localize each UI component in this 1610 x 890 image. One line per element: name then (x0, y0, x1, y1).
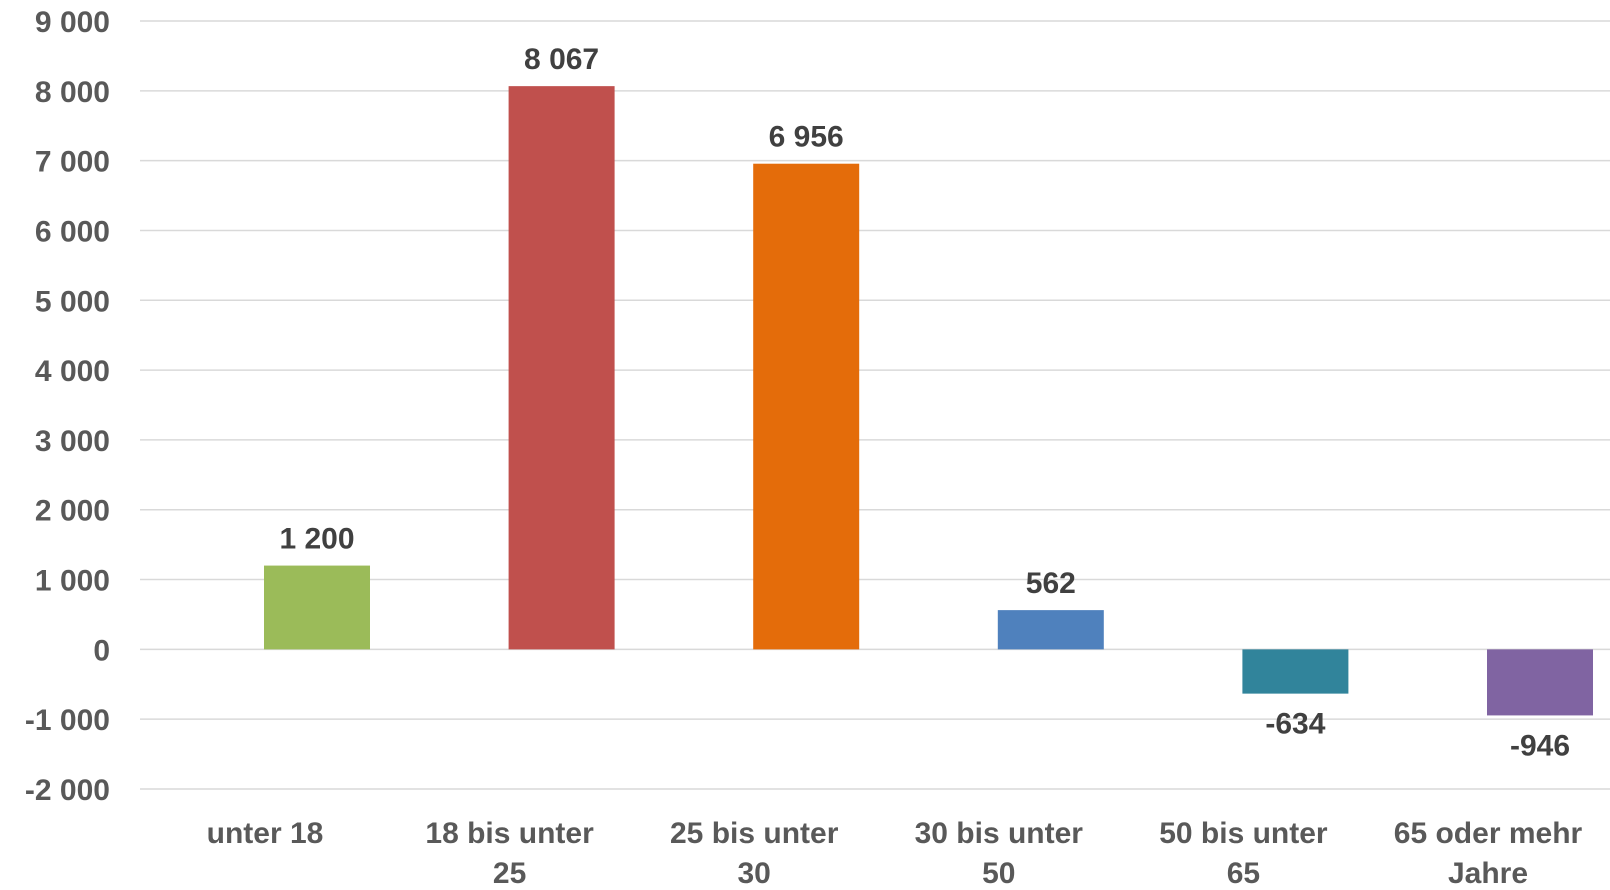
y-tick-label: 5 000 (35, 285, 110, 318)
bar (997, 610, 1104, 650)
x-tick-label: 65 (1227, 857, 1260, 890)
x-tick-label: 30 (738, 857, 771, 890)
y-tick-label: 7 000 (35, 146, 110, 179)
bar (1242, 649, 1349, 694)
x-tick-label: 18 bis unter (425, 817, 594, 850)
y-tick-label: 0 (93, 634, 110, 667)
data-label: 8 067 (524, 43, 599, 76)
bar (508, 86, 615, 650)
x-tick-label: 50 bis unter (1159, 817, 1328, 850)
y-tick-label: 4 000 (35, 355, 110, 388)
bars (264, 86, 1593, 716)
x-tick-label: Jahre (1448, 857, 1528, 890)
x-tick-label: 30 bis unter (915, 817, 1084, 850)
y-tick-label: 3 000 (35, 425, 110, 458)
data-label: -946 (1510, 729, 1570, 762)
data-label: 562 (1026, 567, 1076, 600)
data-label: 6 956 (769, 121, 844, 154)
x-tick-label: 50 (982, 857, 1015, 890)
y-tick-label: 9 000 (35, 6, 110, 39)
y-tick-label: -1 000 (25, 704, 110, 737)
gridlines (140, 20, 1610, 790)
x-tick-label: 25 bis unter (670, 817, 839, 850)
data-labels: 1 200 8 067 6 956 562 -634 -946 (279, 43, 1570, 762)
x-tick-label: 25 (493, 857, 526, 890)
bar (1487, 649, 1593, 716)
x-axis: unter 18 18 bis unter 25 25 bis unter 30 30 b… (207, 817, 1583, 890)
y-tick-label: 2 000 (35, 495, 110, 528)
data-label: -634 (1265, 708, 1325, 741)
x-tick-label: 65 oder mehr (1394, 817, 1583, 850)
data-label: 1 200 (279, 523, 354, 556)
bar (264, 565, 370, 650)
y-axis: 9 000 8 000 7 000 6 000 5 000 4 000 3 000 2 000… (25, 6, 110, 807)
bar (753, 163, 860, 650)
y-tick-label: -2 000 (25, 774, 110, 807)
y-tick-label: 6 000 (35, 215, 110, 248)
x-tick-label: unter 18 (207, 817, 324, 850)
y-tick-label: 8 000 (35, 76, 110, 109)
y-tick-label: 1 000 (35, 565, 110, 598)
